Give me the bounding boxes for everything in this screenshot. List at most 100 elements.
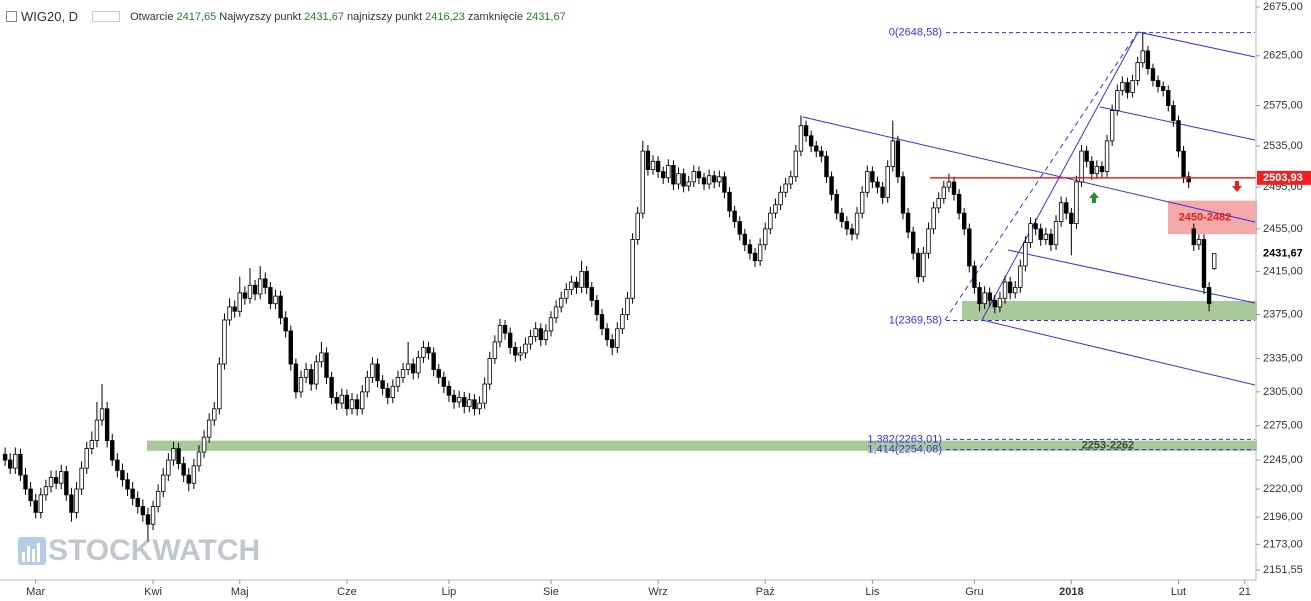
header-value: 2431,67	[304, 10, 344, 23]
candle-body	[620, 314, 625, 330]
candle-body	[558, 297, 564, 308]
candle-body	[936, 198, 941, 209]
candle-body	[416, 356, 421, 374]
candle-body	[217, 363, 222, 410]
candle-body	[53, 477, 59, 484]
candle-body	[865, 171, 870, 193]
candle-body	[329, 376, 334, 398]
y-tick-label: 2275,00	[1263, 420, 1303, 432]
x-tick-label: 21	[1239, 586, 1251, 598]
candle-body	[8, 459, 13, 469]
header-label: zamknięcie	[467, 10, 523, 23]
candle-body	[987, 292, 992, 301]
candle-body	[1150, 68, 1156, 81]
x-tick-label: 2018	[1059, 586, 1083, 598]
candle-body	[528, 336, 533, 345]
symbol: WIG20, D	[21, 9, 79, 24]
candle-body	[166, 459, 171, 476]
candle-body	[1013, 287, 1018, 294]
candle-body	[579, 270, 584, 288]
candle-body	[803, 125, 809, 137]
candle-body	[431, 352, 436, 370]
candle-body	[99, 408, 105, 421]
candle-body	[1201, 239, 1207, 288]
candle-body	[645, 150, 651, 170]
candle-body	[1002, 281, 1008, 299]
candle-body	[972, 265, 977, 288]
candle-body	[839, 212, 844, 222]
candle-body	[365, 376, 370, 393]
y-tick-label: 2151,55	[1263, 564, 1303, 576]
x-tick-label: Kwi	[144, 586, 162, 598]
candle-body	[1109, 110, 1115, 142]
y-tick-label: 2625,00	[1263, 50, 1303, 62]
candle-body	[247, 284, 253, 299]
candle-body	[339, 394, 345, 404]
candle-body	[798, 125, 804, 152]
candle-body	[895, 140, 901, 178]
candle-body	[783, 183, 788, 193]
logo-bar	[32, 549, 35, 562]
candle-body	[926, 228, 931, 254]
candle-body	[507, 332, 513, 348]
candle-body	[110, 440, 115, 461]
candle-body	[201, 436, 207, 453]
candle-body	[43, 486, 49, 496]
candle-body	[273, 295, 278, 305]
candle-body	[599, 314, 605, 330]
candle-body	[773, 204, 778, 214]
collapse-icon[interactable]	[6, 11, 17, 22]
header-label: najnizszy punkt	[346, 10, 423, 23]
candle-body	[354, 399, 360, 410]
candle-body	[951, 181, 957, 195]
x-tick-label: Mar	[26, 586, 45, 598]
candle-body	[349, 399, 355, 410]
candle-body	[324, 352, 329, 378]
candle-body	[1058, 202, 1064, 222]
candle-body	[737, 221, 742, 235]
candle-body	[630, 239, 635, 299]
x-tick-label: Maj	[231, 586, 249, 598]
y-tick-label: 2535,00	[1263, 140, 1303, 152]
last-price-label: 2431,67	[1263, 247, 1303, 259]
candle-body	[344, 394, 350, 410]
candle-body	[436, 369, 441, 378]
y-tick-label: 2220,00	[1263, 483, 1303, 495]
candle-body	[604, 328, 610, 341]
candle-body	[237, 292, 242, 312]
drawings	[802, 31, 1256, 386]
candle-body	[1130, 80, 1135, 93]
header-value: 2431,67	[525, 10, 566, 23]
candle-body	[176, 448, 181, 464]
candle-body	[676, 173, 681, 185]
candle-body	[23, 474, 28, 490]
candle-body	[462, 397, 467, 407]
header-icons[interactable]	[92, 11, 121, 22]
candle-body	[308, 369, 314, 385]
candle-body	[1048, 233, 1054, 246]
candle-body	[742, 233, 748, 246]
candle-body	[441, 376, 447, 387]
candle-body	[625, 297, 630, 315]
candle-body	[334, 397, 339, 404]
candle-body	[1033, 223, 1038, 230]
candle-body	[227, 306, 232, 321]
candle-body	[1135, 62, 1140, 81]
axes: 2675,002625,002575,002535,002495,002455,…	[26, 1, 1311, 598]
candle-body	[615, 328, 620, 348]
candle-body	[849, 228, 855, 235]
candle-body	[64, 471, 69, 496]
candle-body	[870, 171, 875, 183]
candle-body	[640, 150, 646, 214]
fib-label: 0(2648,58)	[889, 27, 942, 39]
candle-body	[997, 297, 1003, 308]
candle-body	[635, 212, 640, 240]
x-tick-label: Lut	[1171, 586, 1186, 598]
candle-body	[967, 228, 972, 267]
candle-body	[584, 270, 589, 288]
candle-body	[824, 155, 829, 178]
candle-body	[33, 500, 38, 513]
candle-body	[487, 358, 492, 385]
